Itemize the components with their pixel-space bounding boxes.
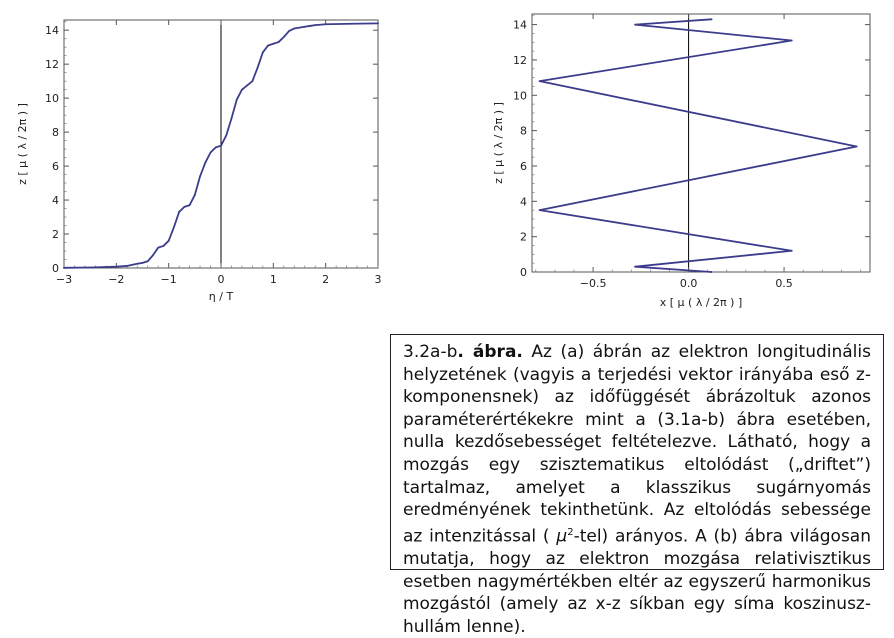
chart-b-data-point <box>538 80 541 83</box>
chart-a-data-point <box>377 22 379 25</box>
caption-mu-symbol: μ <box>556 526 568 547</box>
chart-a-data-point <box>246 84 249 87</box>
chart-a-data-point <box>324 23 327 26</box>
chart-a-data-point <box>63 266 65 269</box>
caption-text-part1: Az (a) ábrán az elektron longitudinális … <box>403 342 871 547</box>
chart-a-data-point <box>267 44 269 47</box>
caption-superscript: 2 <box>567 526 574 538</box>
chart-a-y-tick-label: 10 <box>45 92 59 105</box>
chart-a-x-tick-label: −1 <box>161 273 177 286</box>
chart-a-data-point <box>261 51 264 54</box>
chart-a-data-point <box>89 266 92 269</box>
chart-a-data-point <box>272 42 275 45</box>
chart-b-data-point <box>634 265 637 268</box>
chart-b-frame <box>531 13 871 273</box>
chart-a-x-tick-label: 1 <box>270 273 277 286</box>
chart-b-y-axis-label: z [ μ ( λ / 2π ) ] <box>492 102 505 184</box>
chart-b-y-tick-label: 0 <box>520 266 527 279</box>
chart-a-y-tick-label: 14 <box>45 24 59 37</box>
chart-a-data-point <box>115 265 118 268</box>
chart-a-y-tick-label: 4 <box>52 194 59 207</box>
chart-a-data-point <box>178 211 181 213</box>
chart-a-x-tick-label: 2 <box>322 273 329 286</box>
chart-a-data-point <box>251 80 254 83</box>
chart-a-data-point <box>146 260 149 263</box>
chart-a-x-tick-label: −3 <box>56 273 72 286</box>
chart-b-data-point <box>790 39 793 42</box>
chart-b-data-point <box>710 18 713 21</box>
chart-b-x-tick-label: 0.5 <box>775 277 793 290</box>
chart-b-x-tick-label: −0.5 <box>580 277 607 290</box>
chart-a-data-point <box>282 36 285 38</box>
chart-b-y-tick-label: 10 <box>513 89 527 102</box>
chart-a-x-tick-label: 0 <box>218 273 225 286</box>
chart-a-y-tick-label: 2 <box>52 228 59 241</box>
chart-b-series-line <box>538 18 858 273</box>
chart-b-y-tick-label: 4 <box>520 195 527 208</box>
chart-a-data-point <box>277 41 280 43</box>
chart-a-data-point <box>209 151 212 154</box>
chart-a-data-point <box>293 27 296 30</box>
chart-a-data-point <box>214 146 217 149</box>
chart-a-data-point <box>141 262 144 264</box>
chart-a-data-point <box>288 30 290 32</box>
chart-a-data-point <box>350 22 353 25</box>
chart-a-data-point <box>256 66 259 69</box>
chart-a-x-axis-label: η / T <box>209 290 234 303</box>
chart-a-data-point <box>314 24 317 26</box>
chart-a-y-tick-label: 0 <box>52 262 59 275</box>
figure-caption: 3.2a-b. ábra. Az (a) ábrán az elektron l… <box>390 334 884 637</box>
chart-a-data-point <box>199 175 201 178</box>
chart-a-y-tick-label: 12 <box>45 58 59 71</box>
chart-a-data-point <box>235 98 238 101</box>
chart-a-data-point <box>162 245 165 247</box>
chart-a-data-point <box>225 134 228 137</box>
chart-a-data-point <box>298 26 301 29</box>
chart-a-data-point <box>220 144 222 147</box>
chart-b-data-point <box>855 145 858 148</box>
chart-a-x-tick-label: −2 <box>108 273 124 286</box>
chart-a-data-point <box>157 246 160 249</box>
chart-b-data-point <box>710 271 713 273</box>
chart-b-y-tick-label: 8 <box>520 125 527 138</box>
chart-b: −0.5 0.0 0.5 0 2 4 6 8 10 12 14 x [ μ ( λ / 2π ) ] z… <box>492 13 871 309</box>
chart-a-data-point <box>204 161 207 164</box>
chart-b-y-tick-label: 2 <box>520 231 527 244</box>
chart-b-y-tick-label: 12 <box>513 54 527 67</box>
chart-b-data-point <box>538 209 541 212</box>
chart-a-data-point <box>183 205 186 208</box>
chart-a-data-point <box>152 254 154 257</box>
chart-b-y-tick-label: 6 <box>520 160 527 173</box>
chart-a-data-point <box>309 25 311 27</box>
chart-a-data-point <box>167 239 170 242</box>
chart-b-x-tick-label: 0.0 <box>680 277 698 290</box>
chart-a-x-tick-label: 3 <box>375 273 382 286</box>
chart-a-data-point <box>188 204 191 207</box>
chart-a-data-point <box>230 117 233 120</box>
chart-b-x-axis-label: x [ μ ( λ / 2π ) ] <box>660 296 742 309</box>
chart-a-y-tick-label: 8 <box>52 126 59 139</box>
chart-b-data-point <box>634 23 637 26</box>
caption-figure-ref: 3.2a-b <box>403 342 458 362</box>
chart-a-data-point <box>303 25 306 28</box>
chart-a-y-tick-label: 6 <box>52 160 59 173</box>
chart-b-y-tick-label: 14 <box>513 19 527 32</box>
chart-a-data-point <box>173 226 175 229</box>
chart-a-data-point <box>193 194 196 196</box>
chart-a-data-point <box>241 88 243 91</box>
chart-a-y-axis-label: z [ μ ( λ / 2π ) ] <box>16 103 29 185</box>
caption-figure-word: . ábra. <box>457 342 523 362</box>
chart-b-data-point <box>790 249 793 252</box>
chart-a-data-point <box>136 262 139 265</box>
chart-a-data-point <box>125 265 128 267</box>
